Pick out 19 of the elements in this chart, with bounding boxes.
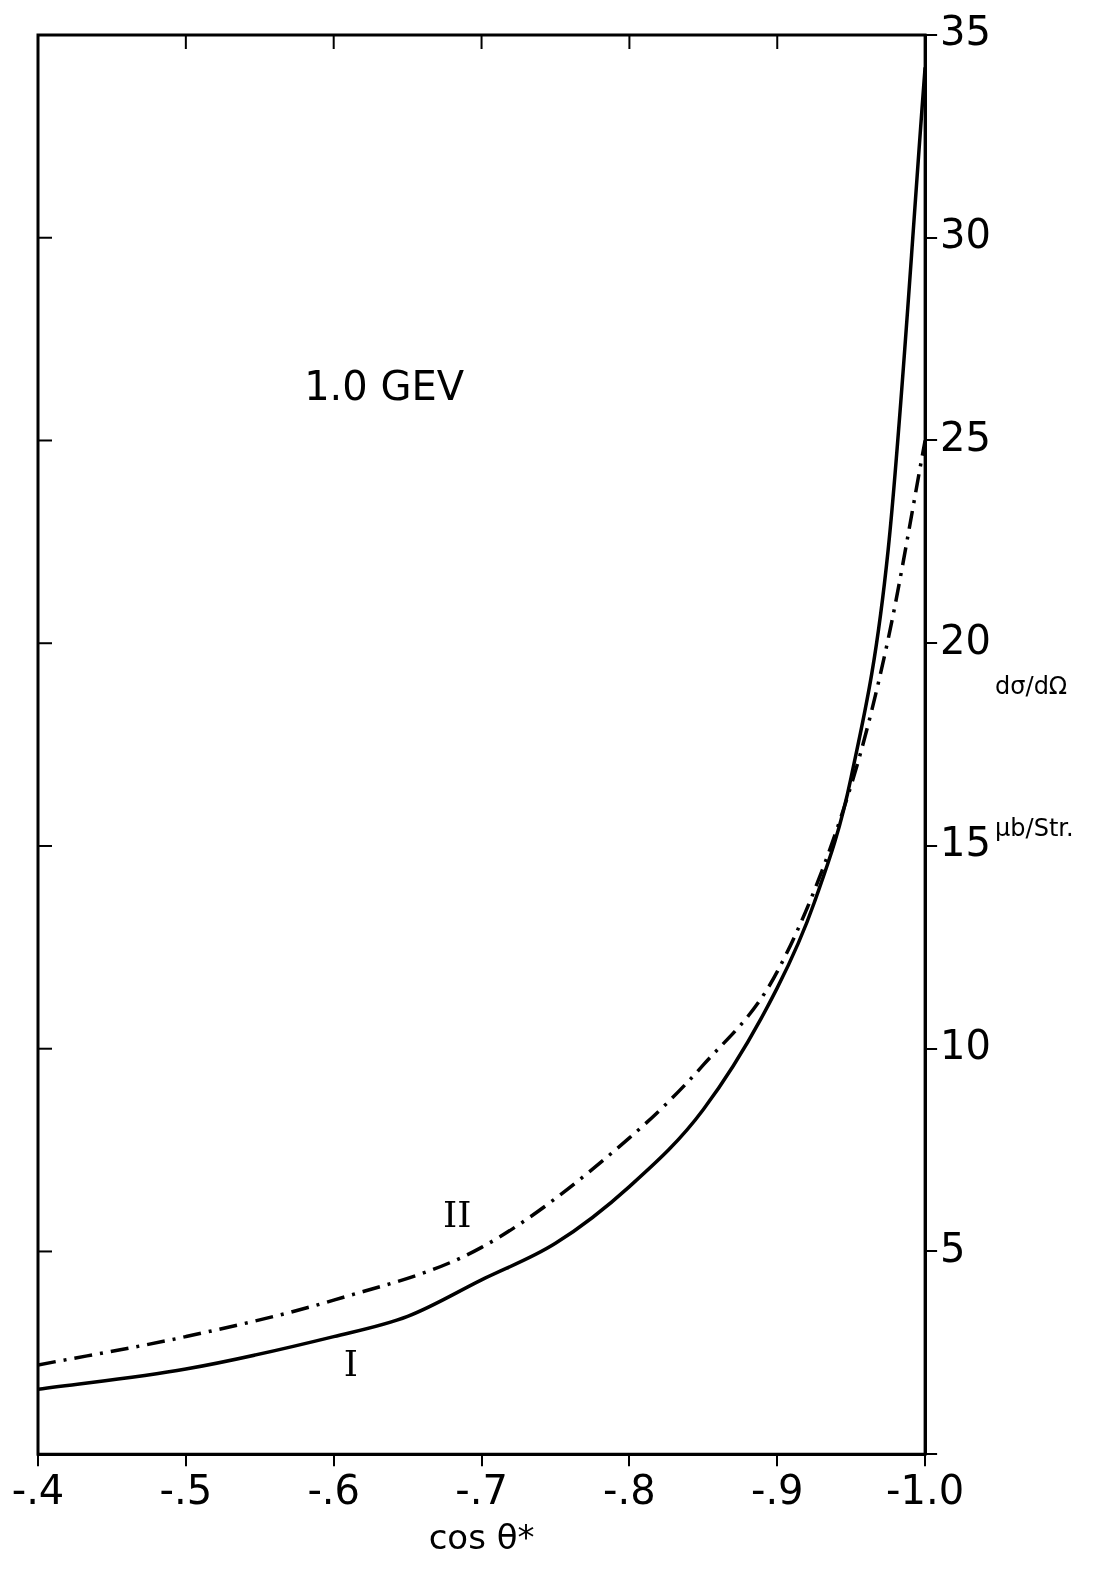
text: dσ/dΩ μb/Str. [995,672,1074,842]
y-tick-label: 15 [940,819,992,866]
series-label: II [443,1193,472,1235]
x-tick-label: -.6 [307,1466,361,1513]
y-tick-label: 10 [940,1022,992,1069]
x-tick-label: -.4 [11,1466,65,1513]
y-tick-label: 5 [940,1224,966,1271]
y-tick-label: 20 [940,616,992,663]
x-axis-title: cos θ* [428,1517,535,1558]
y-tick-label: 35 [940,8,992,55]
series-label: I [343,1342,358,1384]
y-tick-label: 25 [940,413,992,460]
x-tick-label: -.8 [603,1466,656,1513]
annotation: 1.0 GEV [304,363,465,410]
x-tick-label: -.5 [159,1466,213,1513]
x-tick-label: -.7 [455,1466,508,1513]
y-tick-label: 30 [940,211,992,258]
x-tick-label: -1.0 [886,1466,965,1513]
x-tick-label: -.9 [750,1466,804,1513]
